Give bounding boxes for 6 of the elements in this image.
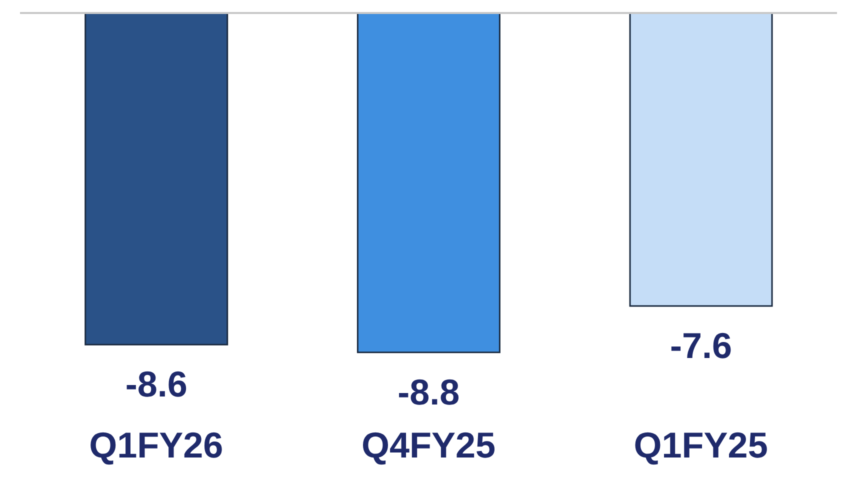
data-label: -8.6: [125, 364, 188, 405]
data-label: -7.6: [670, 325, 732, 366]
x-tick-label: Q4FY25: [361, 424, 496, 466]
data-label: -8.8: [398, 371, 460, 412]
x-tick-label: Q1FY26: [89, 424, 224, 466]
x-tick-label: Q1FY25: [634, 424, 768, 466]
